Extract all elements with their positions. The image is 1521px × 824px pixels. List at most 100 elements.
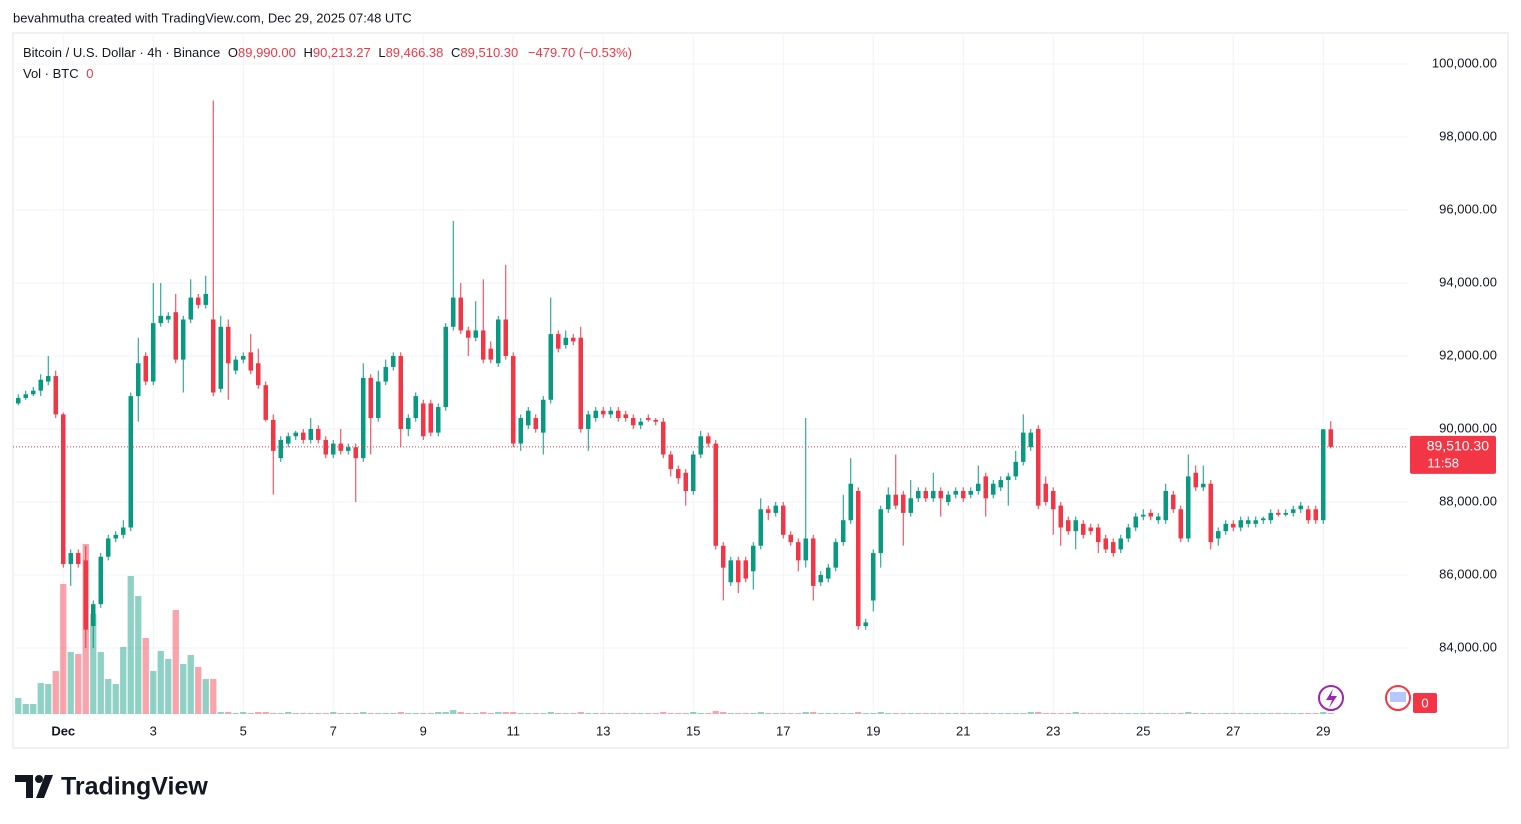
candle-body	[203, 293, 208, 305]
volume-bar	[1155, 713, 1162, 714]
candle-body	[211, 319, 216, 393]
candle-body	[653, 419, 658, 422]
y-tick-label: 98,000.00	[1439, 128, 1497, 143]
volume-bar	[187, 655, 194, 714]
volume-bar	[1065, 713, 1072, 714]
volume-bar	[525, 713, 532, 714]
volume-bar	[240, 712, 247, 714]
candle-body	[743, 560, 748, 579]
volume-bar	[810, 712, 817, 714]
volume-bar	[352, 713, 359, 714]
volume-bar	[885, 713, 892, 714]
volume-bar	[997, 713, 1004, 714]
candle-body	[391, 355, 396, 367]
volume-bar	[592, 713, 599, 714]
candle-body	[1216, 531, 1221, 539]
volume-bar	[645, 713, 652, 714]
volume-value: 0	[86, 66, 93, 81]
volume-bar	[412, 713, 419, 714]
volume-bar	[945, 713, 952, 714]
candle-body	[248, 352, 253, 371]
y-tick-label: 100,000.00	[1432, 55, 1497, 70]
volume-bar	[1147, 713, 1154, 714]
volume-bar	[847, 713, 854, 714]
y-tick-label: 84,000.00	[1439, 639, 1497, 654]
candle-body	[1231, 523, 1236, 528]
volume-bar	[1110, 713, 1117, 714]
candle-body	[61, 414, 66, 565]
volume-bar	[217, 712, 224, 714]
candle-body	[46, 376, 51, 382]
candle-body	[413, 396, 418, 419]
candle-body	[1321, 429, 1326, 521]
volume-label: Vol · BTC	[23, 66, 79, 81]
volume-bar	[1012, 713, 1019, 714]
candle-body	[136, 363, 141, 397]
volume-bar	[1275, 713, 1282, 714]
volume-bar	[75, 654, 82, 714]
volume-bar	[922, 713, 929, 714]
volume-bar	[675, 713, 682, 714]
candle-body	[916, 491, 921, 499]
volume-bar	[337, 713, 344, 714]
candle-body	[1193, 472, 1198, 488]
calendar-icon[interactable]	[1385, 685, 1411, 711]
candle-body	[1291, 509, 1296, 513]
candle-body	[818, 574, 823, 583]
candle-body	[646, 418, 651, 420]
volume-bar	[1200, 713, 1207, 714]
volume-bar	[967, 713, 974, 714]
volume-bar	[345, 713, 352, 714]
volume-bar	[982, 713, 989, 714]
candle-body	[241, 355, 246, 360]
candle-body	[1298, 505, 1303, 510]
candle-body	[1043, 483, 1048, 502]
candle-body	[1006, 476, 1011, 481]
x-tick-label: 13	[596, 723, 610, 738]
volume-bar	[705, 713, 712, 714]
volume-bar	[97, 652, 104, 714]
candle-body	[698, 436, 703, 455]
candle-body	[976, 483, 981, 492]
candle-body	[728, 560, 733, 583]
candle-body	[458, 297, 463, 331]
candle-body	[991, 483, 996, 495]
candle-body	[181, 319, 186, 360]
icon-flag	[1390, 692, 1406, 702]
candle-body	[83, 560, 88, 630]
volume-bar	[1267, 713, 1274, 714]
volume-bar	[1162, 713, 1169, 714]
volume-bar	[45, 684, 52, 714]
volume-bar	[577, 712, 584, 714]
candle-body	[1013, 461, 1018, 477]
candle-body	[1246, 520, 1251, 524]
x-tick-label: 11	[507, 723, 521, 738]
candle-body	[1268, 512, 1273, 521]
candle-body	[556, 334, 561, 349]
volume-bar	[502, 712, 509, 714]
candle-body	[676, 469, 681, 479]
volume-bar	[1297, 713, 1304, 714]
assistant-icon[interactable]	[1318, 685, 1344, 711]
candle-body	[533, 418, 538, 429]
candle-body	[503, 319, 508, 356]
candle-body	[23, 394, 28, 398]
volume-bar	[37, 683, 44, 714]
volume-bar	[1132, 713, 1139, 714]
candle-body	[526, 410, 531, 426]
volume-bar	[292, 713, 299, 714]
candle-body	[383, 366, 388, 382]
x-tick-label: 25	[1136, 723, 1150, 738]
volume-bar	[1080, 713, 1087, 714]
volume-bar	[892, 713, 899, 714]
candle-body	[758, 509, 763, 546]
candle-body	[923, 491, 928, 499]
legend-value: 89,990.00	[238, 45, 296, 60]
volume-bar	[390, 713, 397, 714]
volume-bar	[840, 713, 847, 714]
volume-bar	[720, 712, 727, 714]
volume-bar	[825, 713, 832, 714]
candle-body	[1283, 512, 1288, 515]
volume-bar	[517, 713, 524, 714]
candle-body	[346, 447, 351, 451]
